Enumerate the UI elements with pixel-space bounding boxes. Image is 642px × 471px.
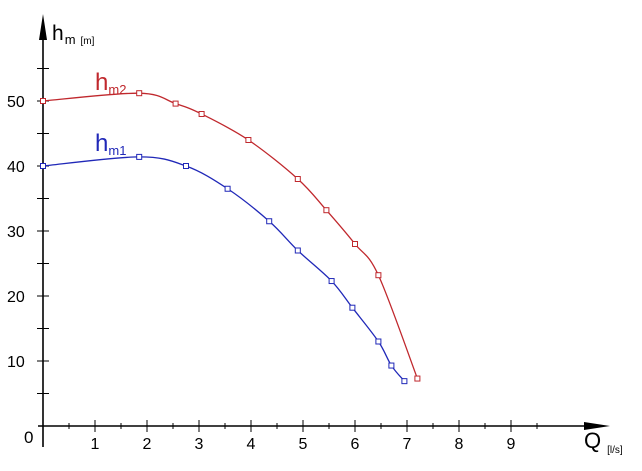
data-point-hm2 (40, 98, 46, 104)
y-axis-subscript: m (65, 32, 76, 47)
y-tick-label: 20 (7, 289, 25, 306)
x-axis-arrow-icon (584, 422, 610, 430)
data-point-hm1 (328, 278, 335, 285)
x-axis-symbol: Q (584, 428, 601, 453)
data-point-hm1 (183, 163, 189, 169)
data-point-hm1 (136, 153, 143, 160)
data-point-hm2 (136, 90, 143, 97)
y-tick-label: 30 (7, 224, 25, 241)
data-point-hm2 (352, 241, 358, 247)
y-axis-unit: [m] (81, 36, 95, 47)
data-point-hm2 (323, 207, 330, 214)
x-tick-label: 3 (195, 436, 204, 453)
data-point-hm2 (172, 100, 179, 107)
series-label-hm2-sub: m2 (108, 82, 126, 97)
data-point-hm2 (375, 272, 382, 279)
series-label-hm1-main: h (95, 130, 108, 157)
x-ticks: 1 2 3 4 5 6 7 8 9 (68, 420, 538, 453)
data-point-hm1 (349, 304, 356, 311)
y-ticks: 10 20 30 40 50 (7, 68, 49, 394)
series-label-hm1-sub: m1 (108, 143, 126, 158)
series-label-hm1: hm1 (95, 130, 126, 158)
y-axis-symbol: h (52, 22, 64, 45)
series-labels: hm2 hm1 (95, 69, 126, 158)
data-point-hm2 (245, 137, 252, 143)
x-tick-label: 9 (507, 436, 516, 453)
series-label-hm2-main: h (95, 69, 108, 96)
data-point-hm1 (388, 362, 395, 369)
x-tick-label: 7 (403, 436, 412, 453)
x-tick-label: 1 (91, 436, 100, 453)
data-point-hm2 (414, 375, 421, 382)
data-point-hm2 (294, 176, 301, 182)
series-line-hm2 (42, 92, 419, 379)
x-tick-label: 6 (351, 436, 360, 453)
x-axis-title: Q [l/s] (584, 428, 623, 456)
data-point-hm1 (401, 378, 408, 385)
x-axis-unit: [l/s] (607, 445, 623, 456)
data-point-hm1 (224, 185, 231, 192)
svg-text:Q[l/s]: Q [l/s] (584, 428, 623, 456)
series-label-hm2: hm2 (95, 69, 126, 97)
y-axis-arrow-icon (39, 14, 47, 40)
origin-label: 0 (24, 428, 33, 447)
y-tick-label: 50 (7, 94, 25, 111)
data-point-hm1 (40, 163, 46, 169)
data-point-hm1 (375, 338, 382, 345)
series-layer (40, 90, 421, 385)
x-tick-label: 4 (247, 436, 256, 453)
x-tick-label: 8 (455, 436, 464, 453)
y-tick-label: 10 (7, 354, 25, 371)
data-point-hm2 (198, 111, 205, 117)
y-axis-title: hm [m] (52, 22, 95, 47)
x-tick-label: 2 (143, 436, 152, 453)
x-tick-label: 5 (299, 436, 308, 453)
data-point-hm1 (266, 218, 273, 225)
series-line-hm1 (42, 156, 405, 382)
y-tick-label: 40 (7, 159, 25, 176)
svg-text:hm[m]: hm [m] (52, 22, 95, 47)
data-point-hm1 (294, 247, 301, 254)
axes: 10 20 30 40 50 1 2 3 4 5 6 7 8 9 0 (7, 14, 610, 453)
